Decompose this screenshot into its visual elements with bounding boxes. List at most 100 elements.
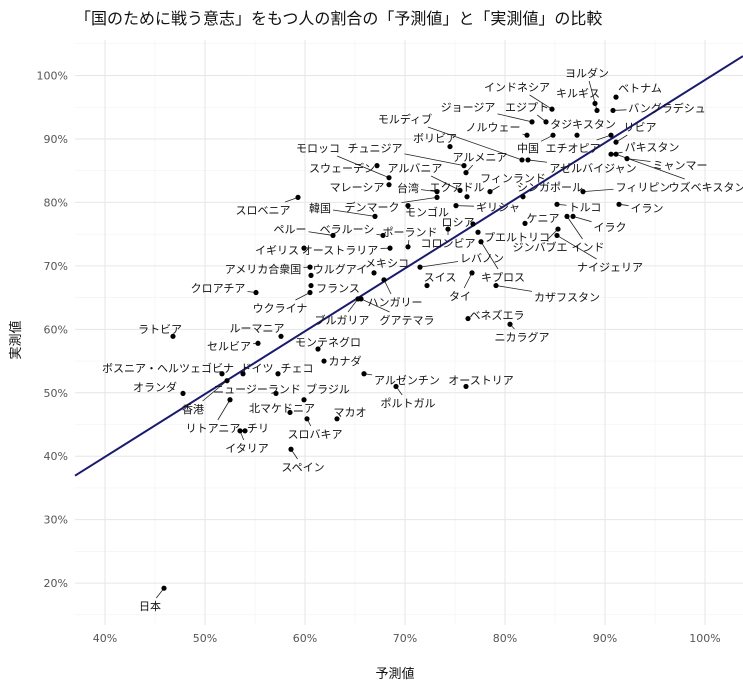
point-label: タイ: [449, 290, 471, 303]
data-point: [592, 100, 598, 107]
leader-line: [556, 235, 597, 260]
point-label: ギリシャ: [476, 201, 520, 214]
point-label: モンゴル: [405, 205, 449, 219]
data-point: [608, 151, 614, 157]
data-point: [610, 107, 616, 114]
leader-line: [332, 209, 376, 217]
point-label: フィリピン: [616, 181, 671, 194]
data-point: [616, 201, 622, 207]
data-point: [321, 358, 327, 364]
point-label: スウェーデン: [309, 161, 375, 175]
data-point: [308, 282, 314, 289]
point-label: ボリビア: [413, 132, 457, 145]
point-label: 韓国: [309, 202, 331, 215]
data-point: [255, 340, 261, 346]
point-label: ウルグアイ: [313, 262, 367, 276]
leader-line: [347, 298, 359, 313]
data-point: [463, 383, 469, 390]
data-point: [461, 163, 467, 169]
data-point: [358, 296, 364, 302]
data-point: [372, 213, 378, 219]
data-point: [580, 189, 586, 195]
point-label: チリ: [247, 422, 269, 435]
leader-line: [480, 241, 499, 270]
point-label: バングラデシュ: [628, 101, 706, 115]
data-point: [381, 277, 387, 283]
data-point: [417, 264, 423, 270]
fit-line: [74, 55, 743, 477]
point-label: ミャンマー: [653, 159, 708, 172]
point-label: ウクライナ: [253, 302, 308, 315]
leader-line: [572, 216, 592, 223]
data-point: [564, 213, 570, 219]
data-point: [424, 282, 430, 289]
point-label: オランダ: [133, 380, 177, 394]
data-point: [386, 182, 392, 188]
grid: [75, 40, 743, 625]
data-point: [493, 282, 499, 289]
point-label: チェコ: [281, 362, 314, 375]
data-point: [624, 156, 630, 162]
data-points: [161, 94, 630, 591]
data-point: [219, 371, 225, 377]
point-label: 日本: [139, 599, 161, 613]
y-tick-label: 50%: [44, 387, 68, 400]
leader-line: [495, 285, 533, 292]
y-tick-label: 80%: [44, 196, 68, 209]
data-point: [457, 187, 463, 193]
point-label: ジョージア: [441, 101, 496, 114]
point-label: リビア: [624, 121, 657, 134]
y-tick-label: 20%: [44, 577, 68, 590]
data-point: [550, 132, 556, 138]
point-label: モロッコ: [296, 142, 340, 155]
point-label: ベネズエラ: [470, 308, 525, 322]
point-label: エクアドル: [430, 181, 485, 194]
point-label: ブルガリア: [315, 313, 370, 327]
point-label: オーストリア: [448, 374, 513, 387]
data-point: [308, 272, 314, 278]
data-point: [307, 289, 313, 296]
data-point: [361, 371, 367, 377]
y-axis-title: 実測値: [8, 320, 24, 359]
data-point: [475, 229, 481, 235]
data-point: [465, 315, 471, 322]
data-point: [273, 390, 279, 397]
point-label: ケニア: [527, 212, 560, 225]
data-point: [487, 189, 493, 195]
y-tick-label: 60%: [44, 323, 68, 336]
data-point: [522, 220, 528, 226]
point-label: プエルトリコ: [484, 231, 550, 244]
point-label: トルコ: [569, 201, 602, 214]
point-label: ポルトガル: [381, 397, 436, 410]
point-label: アメリカ合衆国: [225, 262, 301, 276]
point-label: ハンガリー: [368, 296, 423, 309]
x-tick-label: 50%: [193, 632, 217, 645]
point-label: キプロス: [481, 271, 525, 284]
data-point: [304, 416, 310, 422]
data-point: [613, 151, 619, 157]
point-label: シンガポール: [517, 181, 583, 194]
point-label: アルゼンチン: [374, 374, 440, 387]
x-tick-label: 100%: [689, 632, 720, 645]
x-tick-label: 70%: [393, 632, 417, 645]
leader-line: [626, 158, 651, 162]
leader-line: [566, 216, 583, 240]
data-point: [549, 106, 555, 112]
point-label: カザフスタン: [534, 291, 600, 304]
data-point: [301, 397, 307, 403]
leader-line: [202, 380, 228, 402]
point-label: チュニジア: [348, 142, 403, 155]
point-label: タジキスタン: [550, 118, 616, 131]
leader-line: [582, 188, 614, 193]
data-point: [524, 132, 530, 138]
point-label: イタリア: [225, 442, 269, 455]
data-point: [237, 428, 243, 434]
point-label: ジンバブエ: [513, 240, 568, 254]
leader-line: [420, 189, 438, 193]
data-point: [434, 189, 440, 195]
y-tick-label: 90%: [44, 133, 68, 146]
point-label: インド: [572, 241, 605, 254]
data-point: [288, 446, 294, 452]
point-label: 香港: [182, 403, 204, 416]
